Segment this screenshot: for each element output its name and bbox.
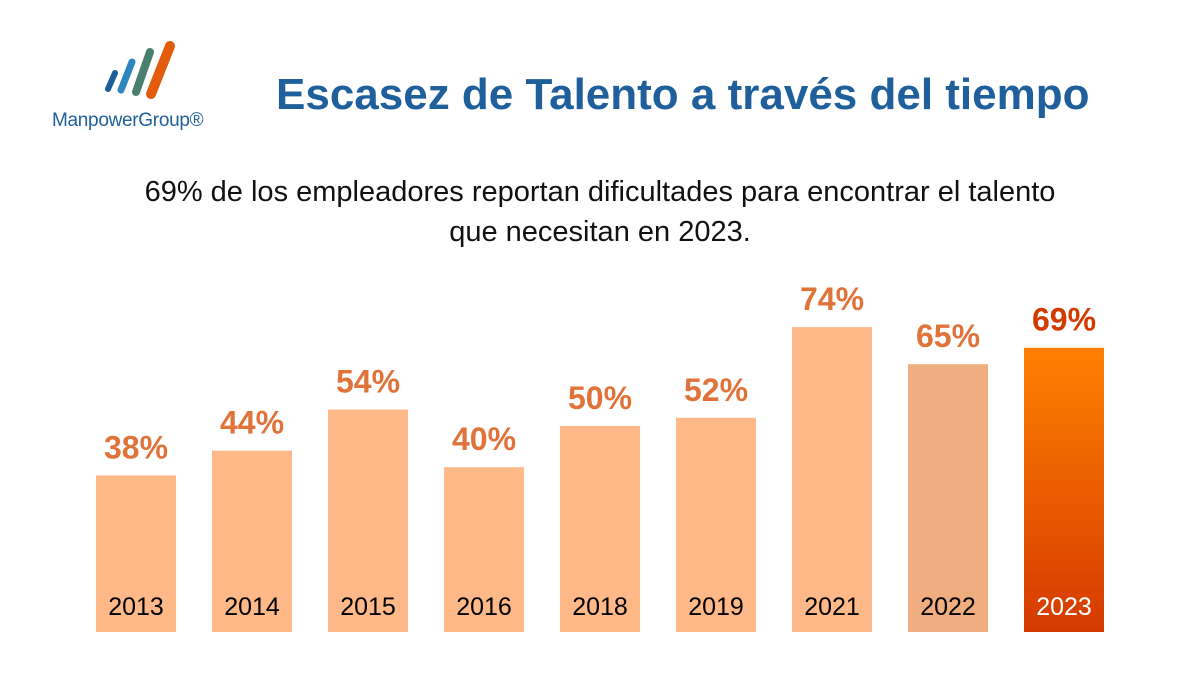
category-label-2016: 2016 [456,593,512,621]
subtitle-line-2: que necesitan en 2023. [449,216,751,248]
bar-2023 [1024,347,1104,632]
bar-2016 [444,467,524,632]
data-label-2023: 69% [1032,302,1096,338]
bar-2018 [560,426,640,632]
bar-2022 [908,364,988,632]
data-label-2019: 52% [684,372,748,408]
data-label-2018: 50% [568,380,632,416]
data-label-2014: 44% [220,405,284,441]
category-label-2015: 2015 [340,593,396,621]
data-label-2016: 40% [452,421,516,457]
category-label-2018: 2018 [572,593,628,621]
page-title: Escasez de Talento a través del tiempo [276,70,1090,119]
logo-text: ManpowerGroup® [52,110,204,131]
category-label-2013: 2013 [108,593,164,621]
data-label-2015: 54% [336,364,400,400]
category-label-2019: 2019 [688,593,744,621]
bar-2014 [212,450,292,632]
data-label-2013: 38% [104,429,168,465]
category-label-2023: 2023 [1036,593,1092,621]
category-label-2022: 2022 [920,593,976,621]
data-label-2022: 65% [916,318,980,354]
bar-2021 [792,327,872,632]
category-label-2021: 2021 [804,593,860,621]
manpowergroup-logo [105,41,175,99]
subtitle: 69% de los empleadores reportan dificult… [0,172,1200,252]
bar-2013 [96,475,176,632]
data-label-2021: 74% [800,281,864,317]
subtitle-line-1: 69% de los empleadores reportan dificult… [144,176,1056,208]
bar-2015 [328,409,408,632]
bar-2019 [676,417,756,632]
category-label-2014: 2014 [224,593,280,621]
